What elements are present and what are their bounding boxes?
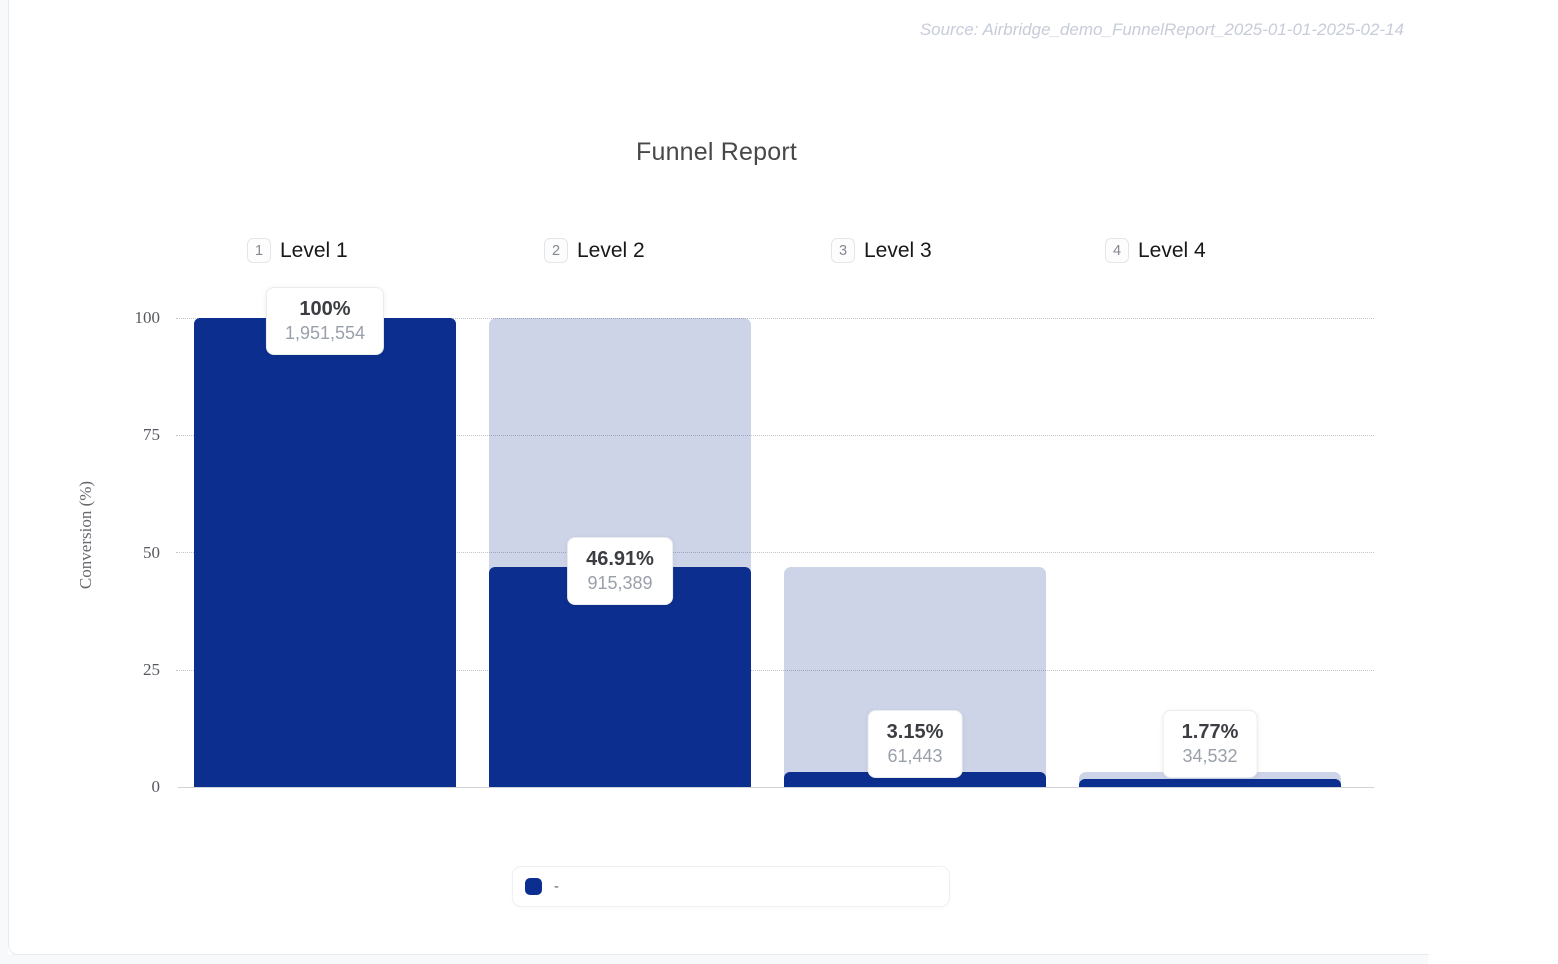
level-index-badge: 1 [247,238,271,263]
gridline-50 [176,552,1374,553]
count-value: 915,389 [587,573,653,593]
x-axis-line [178,787,1374,788]
level-label: Level 2 [577,238,645,262]
y-tick-100: 100 [134,308,161,327]
gridline-100 [176,318,1374,319]
bar-group-level-1 [194,318,456,787]
page-background-bottom [0,954,1428,964]
plot-area [176,318,1374,788]
level-index-badge: 3 [831,238,855,263]
value-tooltip-level-1: 100% 1,951,554 [265,287,385,355]
level-header-2: 2 Level 2 [544,238,645,263]
y-tick-50: 50 [143,543,160,562]
y-tick-0: 0 [151,777,161,796]
bar-level-1[interactable] [194,318,456,787]
percent-value: 3.15% [886,721,944,743]
level-header-1: 1 Level 1 [247,238,348,263]
percent-value: 100% [299,298,351,320]
bar-group-level-4 [1079,318,1341,787]
level-header-4: 4 Level 4 [1105,238,1206,263]
level-index-badge: 4 [1105,238,1129,263]
count-value: 34,532 [1182,746,1238,766]
count-value: 1,951,554 [284,323,366,343]
legend-label: - [554,878,559,895]
value-tooltip-level-4: 1.77% 34,532 [1162,710,1258,778]
level-label: Level 3 [864,238,932,262]
legend-item[interactable]: - [525,878,559,895]
gridline-25 [176,670,1374,671]
legend-swatch [525,878,542,895]
y-tick-25: 25 [143,660,160,679]
source-note: Source: Airbridge_demo_FunnelReport_2025… [919,20,1404,39]
percent-value: 46.91% [586,548,654,570]
gridline-75 [176,435,1374,436]
y-axis-title: Conversion (%) [76,480,95,590]
value-tooltip-level-3: 3.15% 61,443 [867,710,963,778]
level-label: Level 1 [280,238,348,262]
y-tick-75: 75 [143,425,160,444]
page-background-left [0,0,8,964]
value-tooltip-level-2: 46.91% 915,389 [567,537,673,605]
level-header-3: 3 Level 3 [831,238,932,263]
level-index-badge: 2 [544,238,568,263]
bar-level-4[interactable] [1079,778,1341,787]
percent-value: 1.77% [1181,721,1239,743]
bar-group-level-2 [489,318,751,787]
chart-title: Funnel Report [636,138,798,166]
count-value: 61,443 [887,746,943,766]
bar-level-3[interactable] [784,772,1046,787]
level-label: Level 4 [1138,238,1206,262]
legend: - [512,866,950,907]
